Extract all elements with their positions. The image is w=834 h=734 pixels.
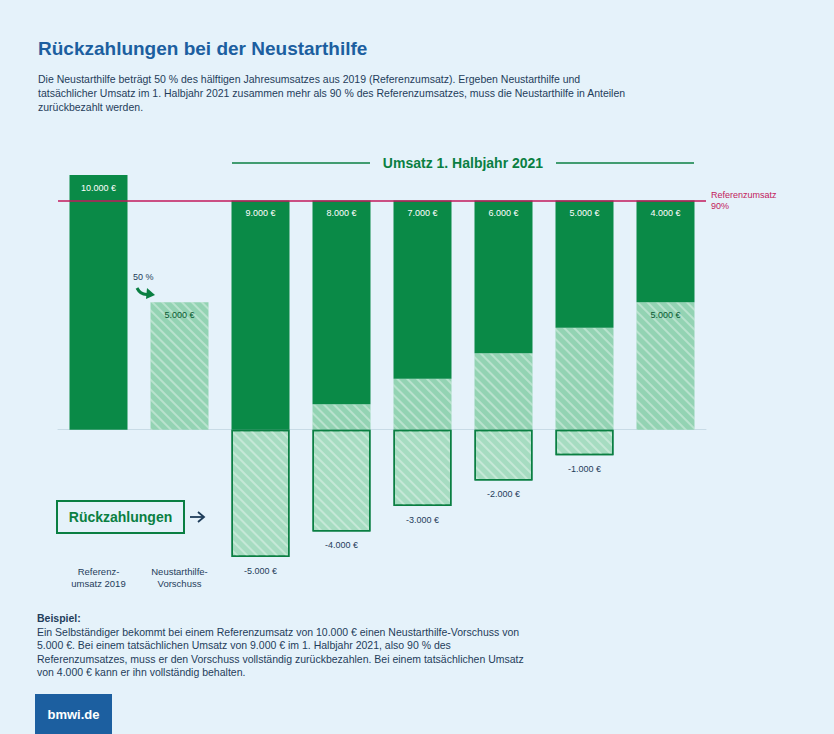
svg-text:Referenzumsatzes, muss er den: Referenzumsatzes, muss er den Vorschuss … <box>37 653 527 665</box>
svg-text:6.000 €: 6.000 € <box>488 208 518 218</box>
svg-text:5.000 €: 5.000 € <box>164 310 194 320</box>
svg-text:umsatz 2019: umsatz 2019 <box>71 578 125 589</box>
svg-text:bmwi.de: bmwi.de <box>47 707 99 722</box>
svg-text:7.000 €: 7.000 € <box>407 208 437 218</box>
svg-text:Referenzumsatz: Referenzumsatz <box>711 190 777 200</box>
svg-text:9.000 €: 9.000 € <box>245 208 275 218</box>
svg-text:-5.000 €: -5.000 € <box>244 566 277 576</box>
svg-text:5.000 €: 5.000 € <box>569 208 599 218</box>
svg-text:Referenz-: Referenz- <box>78 566 120 577</box>
svg-text:50 %: 50 % <box>133 272 154 282</box>
svg-text:Umsatz 1. Halbjahr 2021: Umsatz 1. Halbjahr 2021 <box>383 155 544 171</box>
svg-text:-2.000 €: -2.000 € <box>487 489 520 499</box>
svg-text:von 4.000 € kann er ihn vollst: von 4.000 € kann er ihn vollständig beha… <box>37 666 245 678</box>
svg-text:Rückzahlungen: Rückzahlungen <box>69 509 172 525</box>
svg-text:Die Neustarthilfe beträgt 50 %: Die Neustarthilfe beträgt 50 % des hälft… <box>38 73 583 85</box>
svg-text:5.000 €. Bei einem tatsächlich: 5.000 €. Bei einem tatsächlichen Umsatz … <box>37 639 454 651</box>
svg-text:Vorschuss: Vorschuss <box>158 578 202 589</box>
svg-text:4.000 €: 4.000 € <box>650 208 680 218</box>
svg-text:Neustarthilfe-: Neustarthilfe- <box>151 566 208 577</box>
svg-text:8.000 €: 8.000 € <box>326 208 356 218</box>
svg-text:Beispiel:: Beispiel: <box>37 612 81 624</box>
svg-text:tatsächlicher Umsatz im 1. Hal: tatsächlicher Umsatz im 1. Halbjahr 2021… <box>38 87 628 99</box>
svg-text:-3.000 €: -3.000 € <box>406 515 439 525</box>
svg-text:Rückzahlungen bei der Neustart: Rückzahlungen bei der Neustarthilfe <box>38 38 367 59</box>
svg-text:90%: 90% <box>711 201 729 211</box>
svg-text:zurückbezahlt werden.: zurückbezahlt werden. <box>38 101 143 113</box>
svg-text:5.000 €: 5.000 € <box>650 310 680 320</box>
svg-text:Ein Selbständiger bekommt bei: Ein Selbständiger bekommt bei einem Refe… <box>37 626 522 638</box>
svg-text:-1.000 €: -1.000 € <box>568 464 601 474</box>
svg-text:10.000 €: 10.000 € <box>81 183 116 193</box>
svg-text:-4.000 €: -4.000 € <box>325 540 358 550</box>
